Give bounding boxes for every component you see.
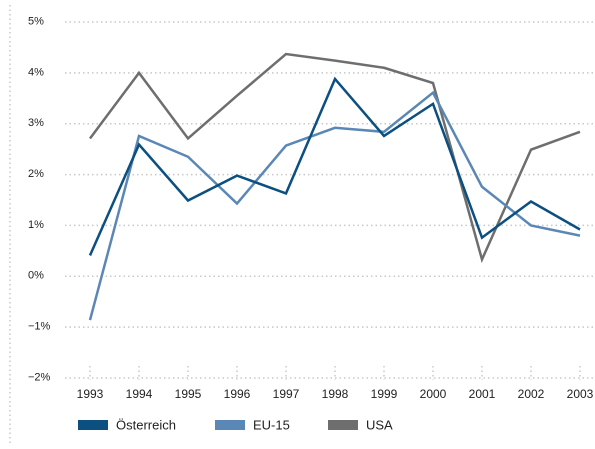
y-tick-label: 0% — [28, 270, 44, 282]
y-tick-label: 4% — [28, 66, 44, 78]
legend-swatch — [215, 420, 245, 430]
x-tick-label: 2003 — [567, 387, 594, 401]
x-tick-label: 2000 — [420, 387, 447, 401]
legend-label: EU-15 — [253, 417, 290, 432]
y-tick-label: 1% — [28, 219, 44, 231]
legend-label: Österreich — [116, 417, 176, 432]
x-tick-label: 1993 — [77, 387, 104, 401]
y-tick-label: 5% — [28, 15, 44, 27]
x-tick-label: 1996 — [224, 387, 251, 401]
y-tick-label: 2% — [28, 168, 44, 180]
y-tick-label: 3% — [28, 117, 44, 129]
y-tick-label: −2% — [28, 371, 51, 383]
legend-swatch — [328, 420, 358, 430]
x-tick-label: 1999 — [371, 387, 398, 401]
legend-label: USA — [366, 417, 393, 432]
x-tick-label: 1998 — [322, 387, 349, 401]
line-series — [88, 76, 581, 256]
x-tick-label: 2001 — [469, 387, 496, 401]
y-tick-label: −1% — [28, 321, 51, 333]
x-tick-label: 1995 — [175, 387, 202, 401]
line-series — [88, 90, 581, 321]
line-series — [88, 52, 581, 264]
x-tick-label: 1994 — [126, 387, 153, 401]
x-tick-label: 1997 — [273, 387, 300, 401]
legend-swatch — [78, 420, 108, 430]
x-tick-label: 2002 — [518, 387, 545, 401]
